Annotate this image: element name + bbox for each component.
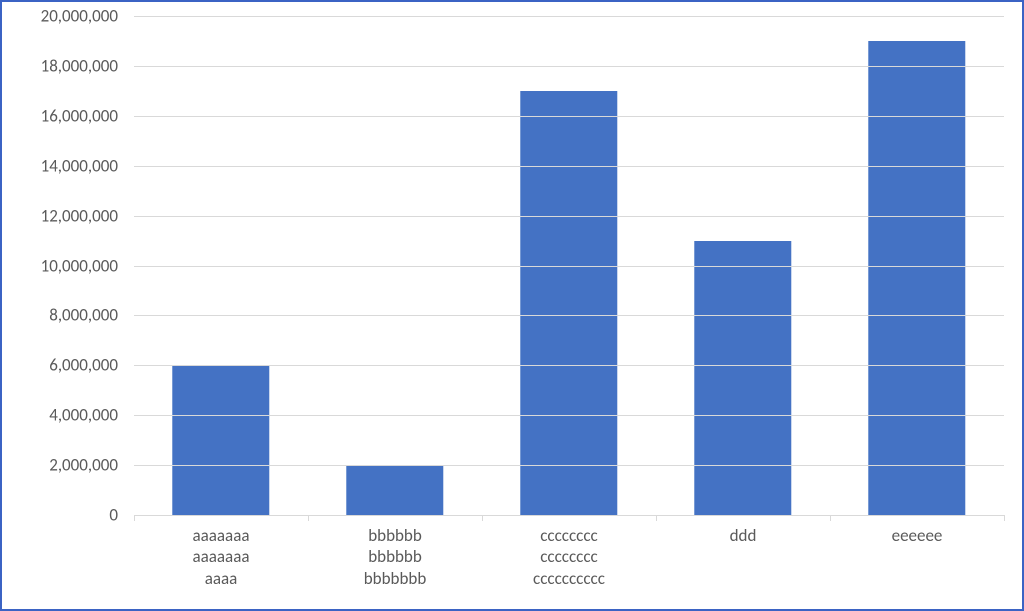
y-tick-label: 0 bbox=[109, 505, 118, 526]
gridline bbox=[134, 515, 1004, 516]
gridline bbox=[134, 166, 1004, 167]
gridline bbox=[134, 116, 1004, 117]
chart-frame: 0 2,000,000 4,000,000 6,000,000 8,000,000 10,… bbox=[0, 0, 1024, 611]
y-tick-label: 20,000,000 bbox=[41, 6, 118, 27]
bar bbox=[694, 241, 791, 515]
gridline bbox=[134, 365, 1004, 366]
gridline bbox=[134, 216, 1004, 217]
gridline bbox=[134, 415, 1004, 416]
y-tick-label: 18,000,000 bbox=[41, 55, 118, 76]
y-tick-label: 10,000,000 bbox=[41, 255, 118, 276]
y-axis: 02,000,0004,000,0006,000,0008,000,00010,… bbox=[22, 16, 126, 515]
gridline bbox=[134, 266, 1004, 267]
y-tick-label: 2,000,000 bbox=[49, 455, 118, 476]
x-category-label: aaaaaaa aaaaaaa aaaa bbox=[134, 521, 308, 595]
bar bbox=[520, 91, 617, 515]
bar bbox=[868, 41, 965, 515]
plot-area bbox=[134, 16, 1004, 515]
x-tickmark bbox=[1004, 515, 1005, 521]
y-tick-label: 16,000,000 bbox=[41, 105, 118, 126]
y-tick-label: 12,000,000 bbox=[41, 205, 118, 226]
gridline bbox=[134, 16, 1004, 17]
gridline bbox=[134, 315, 1004, 316]
chart-area: 0 2,000,000 4,000,000 6,000,000 8,000,000 10,… bbox=[22, 16, 1004, 595]
bar bbox=[172, 365, 269, 515]
gridline bbox=[134, 465, 1004, 466]
x-category-label: ddd bbox=[656, 521, 830, 595]
y-tick-label: 14,000,000 bbox=[41, 155, 118, 176]
y-tick-label: 8,000,000 bbox=[49, 305, 118, 326]
x-category-label: cccccccc cccccccc cccccccccc bbox=[482, 521, 656, 595]
gridline bbox=[134, 66, 1004, 67]
y-tick-label: 6,000,000 bbox=[49, 355, 118, 376]
bar bbox=[346, 465, 443, 515]
x-category-label: eeeeee bbox=[830, 521, 1004, 595]
x-category-label: bbbbbb bbbbbb bbbbbbb bbox=[308, 521, 482, 595]
y-tick-label: 4,000,000 bbox=[49, 405, 118, 426]
x-axis-labels: aaaaaaa aaaaaaa aaaabbbbbb bbbbbb bbbbbb… bbox=[134, 521, 1004, 595]
